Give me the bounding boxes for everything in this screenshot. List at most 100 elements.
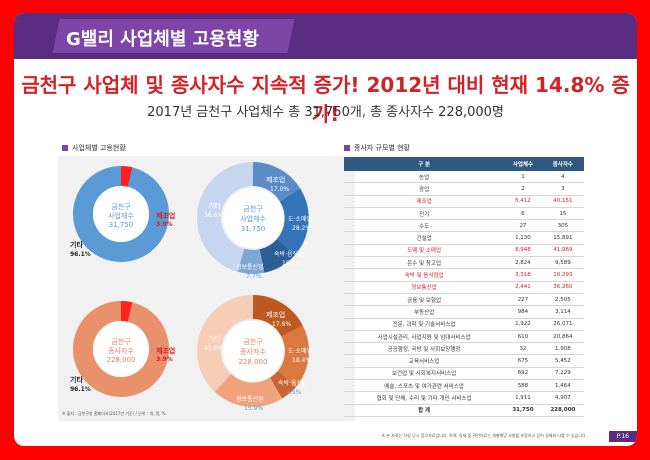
table-cell-biz: 2 xyxy=(504,182,542,196)
table-cell-emp: 20,864 xyxy=(541,330,584,344)
table-row: 예술, 스포츠 및 여가관련 서비스업 588 1,464 xyxy=(344,379,584,393)
table-cell-biz: 692 xyxy=(504,367,542,381)
table-cell-emp: 41,969 xyxy=(541,244,584,258)
donut-label-other: 기타 xyxy=(208,334,221,343)
donut-label-mfg: 제조업 xyxy=(156,211,175,220)
table-row: 협회 및 단체, 수리 및 기타 개인 서비스업 1,911 4,907 xyxy=(344,391,584,405)
table-cell-category: 협회 및 단체, 수리 및 기타 개인 서비스업 xyxy=(344,391,505,405)
donut-center-line2: 종사자수 xyxy=(108,346,134,355)
table-cell-category: 부동산업 xyxy=(344,305,505,319)
table-row: 건설업 1,130 15,891 xyxy=(344,231,584,245)
donut-label-other: 기타 xyxy=(70,240,83,249)
donut-label-other: 기타 xyxy=(208,201,221,210)
table-row: 전문, 과학 및 기술서비스업 1,922 26,071 xyxy=(344,318,584,331)
donut-slice-mfg xyxy=(252,295,303,338)
table-cell-category: 합 계 xyxy=(344,403,505,417)
table-header-row: 구 분 사업체수 종사자수 xyxy=(344,157,584,171)
donut-label-other: 기타 xyxy=(70,375,83,384)
square-icon xyxy=(344,145,350,151)
donut-center-line3: 31,750 xyxy=(109,221,134,229)
donut-label-food: 숙박·음식업 xyxy=(274,250,304,258)
table-row: 전기 6 15 xyxy=(344,207,584,221)
emp-big-donut: 금천구 종사자수 228,000 제조업 17.6% 도·소매업 18.4% 숙… xyxy=(197,295,312,412)
donut-slice-comm xyxy=(214,373,283,407)
donut-center-line2: 종사자수 xyxy=(240,347,266,356)
biz-big-donut: 금천구 사업체수 31,750 제조업 17.0% 도·소매업 28.2% 숙박… xyxy=(197,162,312,280)
right-section-label: 종사자 규모별 현황 xyxy=(344,143,410,153)
donut-label-wholesale: 도·소매업 xyxy=(288,347,312,355)
table-cell-emp: 15 xyxy=(541,207,584,221)
table-cell-category: 사업시설관리, 사업지원 및 임대서비스업 xyxy=(344,330,505,344)
right-section-label-text: 종사자 규모별 현황 xyxy=(354,144,410,152)
table-cell-emp: 9,589 xyxy=(541,256,584,270)
donut-pct-wholesale: 28.2% xyxy=(292,225,311,232)
table-row: 사업시설관리, 사업지원 및 임대서비스업 610 20,864 xyxy=(344,330,584,344)
table-cell-biz: 32 xyxy=(504,342,542,356)
donut-center-line1: 금천구 xyxy=(111,202,131,211)
page-number: P.16 xyxy=(608,431,637,442)
table-row: 운수 및 창고업 2,824 9,589 xyxy=(344,256,584,270)
donut-slice-wholesale xyxy=(276,188,309,255)
table-cell-biz: 5,412 xyxy=(504,195,542,208)
donut-pct-other: 96.1% xyxy=(70,251,91,258)
table-cell-emp: 36,260 xyxy=(541,281,584,294)
table-cell-category: 건설업 xyxy=(344,231,505,245)
table-cell-emp: 5,452 xyxy=(541,354,584,368)
table-row: 합 계 31,750 228,000 xyxy=(344,403,584,417)
table-cell-category: 광업 xyxy=(344,182,505,196)
donut-center-line3: 228,000 xyxy=(239,358,268,366)
headline: 금천구 사업체 및 종사자수 지속적 증가! 2012년 대비 현재 14.8%… xyxy=(21,73,630,126)
donut-label-comm: 정보통신업 xyxy=(236,395,264,403)
donut-hole xyxy=(93,321,149,377)
table-cell-category: 수도 xyxy=(344,219,505,233)
table-row: 농업 1 4 xyxy=(344,171,584,184)
table-row: 부동산업 984 3,114 xyxy=(344,305,584,319)
donut-pct-comm: 15.9% xyxy=(244,405,263,412)
donut-pct-other: 96.1% xyxy=(70,386,91,393)
table-cell-category: 보건업 및 사회복지서비스업 xyxy=(344,367,505,381)
table-row: 수도 27 305 xyxy=(344,219,584,233)
table-cell-emp: 3,114 xyxy=(541,305,584,319)
table-cell-biz: 27 xyxy=(504,219,542,233)
table-row: 보건업 및 사회복지서비스업 692 7,229 xyxy=(344,367,584,381)
table-cell-biz: 1 xyxy=(504,171,542,184)
donut-center-line1: 금천구 xyxy=(111,337,131,346)
table-cell-biz: 6 xyxy=(504,207,542,221)
table-cell-category: 도매 및 소매업 xyxy=(344,244,505,258)
donut-pct-other: 43.6% xyxy=(204,345,223,352)
slide: G밸리 사업체별 고용현황 금천구 사업체 및 종사자수 지속적 증가! 201… xyxy=(14,13,637,446)
donut-label-wholesale: 도·소매업 xyxy=(288,215,312,223)
donut-slice-wholesale xyxy=(277,325,309,387)
table-cell-category: 전문, 과학 및 기술서비스업 xyxy=(344,318,505,331)
table-cell-biz: 1,922 xyxy=(504,318,542,331)
table-row: 공공행정, 국방 및 사회보장행정 32 1,908 xyxy=(344,342,584,356)
employee-size-table: 구 분 사업체수 종사자수 농업 1 4 광업 2 3 제조업 5,412 40,151 전기 6 1… xyxy=(344,157,584,417)
table-cell-biz: 675 xyxy=(504,354,542,368)
donut-pct-mfg: 3.9% xyxy=(156,356,173,363)
table-cell-emp: 3 xyxy=(541,182,584,196)
table-cell-emp: 7,229 xyxy=(541,367,584,381)
donut-pct-other: 36.6% xyxy=(204,212,223,219)
table-cell-emp: 305 xyxy=(541,219,584,233)
donut-label-mfg: 제조업 xyxy=(266,176,285,184)
table-cell-emp: 10,293 xyxy=(541,268,584,282)
donut-pct-food: 4.5% xyxy=(286,389,302,396)
table-row: 광업 2 3 xyxy=(344,182,584,196)
square-icon xyxy=(62,145,68,151)
table-cell-biz: 2,824 xyxy=(504,256,542,270)
donut-center-line2: 사업체수 xyxy=(240,214,266,223)
table-cell-biz: 1,130 xyxy=(504,231,542,245)
table-row: 금융 및 보험업 227 2,505 xyxy=(344,293,584,307)
table-cell-biz: 31,750 xyxy=(504,403,542,417)
table-cell-emp: 26,071 xyxy=(541,318,584,331)
donut-label-mfg: 제조업 xyxy=(266,311,285,319)
donut-pct-mfg: 3.9% xyxy=(156,221,173,228)
footnote: ※ 출처 : 금천구청 홈페이지(2017년 기준) / 단위 : 개, 명, … xyxy=(62,411,166,416)
donut-center-line3: 31,750 xyxy=(241,225,266,233)
table-cell-emp: 2,505 xyxy=(541,293,584,307)
table-cell-category: 교육서비스업 xyxy=(344,354,505,368)
table-cell-category: 전기 xyxy=(344,207,505,221)
donut-hole xyxy=(223,321,283,381)
donut-pct-wholesale: 18.4% xyxy=(292,357,311,364)
table-cell-category: 공공행정, 국방 및 사회보장행정 xyxy=(344,342,505,356)
